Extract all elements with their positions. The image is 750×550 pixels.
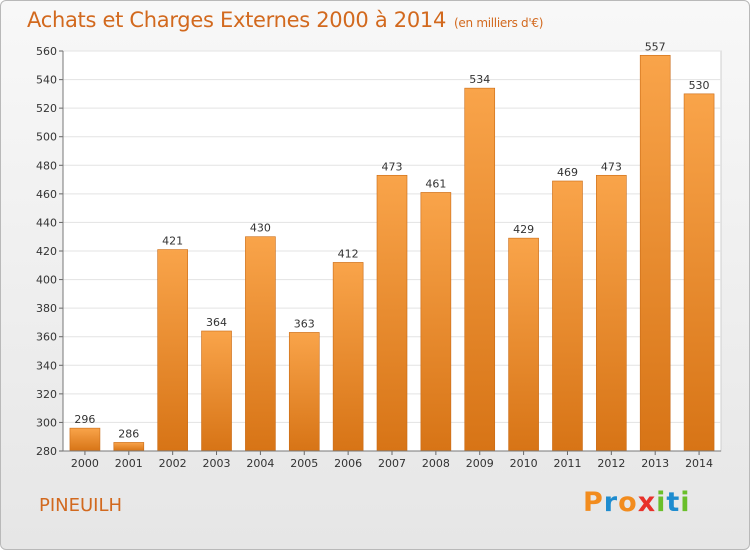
y-tick-label: 560: [36, 45, 57, 58]
logo-letter: o: [618, 487, 638, 518]
y-tick-label: 440: [36, 216, 57, 229]
x-tick-label: 2009: [466, 457, 494, 470]
data-label: 430: [250, 222, 271, 235]
data-label: 461: [425, 177, 446, 190]
data-label: 412: [338, 247, 359, 260]
x-tick-label: 2005: [290, 457, 318, 470]
x-tick-label: 2002: [159, 457, 187, 470]
y-tick-label: 480: [36, 159, 57, 172]
bar-2000: [69, 427, 101, 452]
bar-2003: [201, 330, 232, 452]
data-label: 530: [689, 79, 710, 92]
x-tick-label: 2014: [685, 457, 713, 470]
bar-2007: [376, 174, 408, 452]
y-tick-label: 280: [36, 445, 57, 458]
data-label: 296: [74, 413, 95, 426]
data-label: 473: [382, 160, 403, 173]
logo-letter: P: [583, 487, 604, 518]
data-label: 469: [557, 166, 578, 179]
y-tick-label: 400: [36, 274, 57, 287]
data-label: 421: [162, 235, 183, 248]
chart-unit: (en milliers d'€): [454, 16, 544, 30]
logo-letter: i: [656, 487, 667, 518]
chart-title-text: Achats et Charges Externes 2000 à 2014: [27, 8, 447, 32]
y-tick-label: 320: [36, 388, 57, 401]
bar-2014: [683, 93, 715, 452]
x-tick-label: 2006: [334, 457, 362, 470]
logo-letter: x: [637, 487, 657, 518]
y-tick-label: 420: [36, 245, 57, 258]
bar-2004: [245, 236, 276, 452]
data-label: 286: [118, 427, 139, 440]
bar-2010: [508, 237, 539, 452]
y-tick-label: 360: [36, 331, 57, 344]
x-tick-label: 2000: [71, 457, 99, 470]
logo-letter: t: [666, 487, 681, 518]
x-tick-label: 2011: [553, 457, 581, 470]
bar-2012: [596, 174, 627, 452]
y-tick-label: 460: [36, 188, 57, 201]
logo-letter: r: [603, 487, 619, 518]
commune-name: PINEUILH: [39, 495, 123, 516]
chart-title: Achats et Charges Externes 2000 à 2014 (e…: [27, 8, 543, 32]
y-tick-label: 380: [36, 302, 57, 315]
y-tick-label: 540: [36, 74, 57, 87]
x-tick-label: 2008: [422, 457, 450, 470]
y-tick-label: 500: [36, 131, 57, 144]
x-tick-label: 2012: [597, 457, 625, 470]
bar-2001: [113, 442, 145, 452]
y-tick-label: 340: [36, 359, 57, 372]
data-label: 364: [206, 316, 227, 329]
x-tick-label: 2003: [203, 457, 231, 470]
x-tick-label: 2001: [115, 457, 143, 470]
data-label: 363: [294, 317, 315, 330]
bar-2005: [288, 332, 320, 452]
bar-2011: [552, 180, 583, 452]
data-label: 557: [645, 40, 666, 53]
x-tick-label: 2004: [246, 457, 274, 470]
bar-2009: [464, 87, 496, 452]
x-tick-label: 2007: [378, 457, 406, 470]
bar-2013: [639, 54, 671, 452]
proxiti-logo: Proxiti: [583, 487, 691, 518]
y-tick-label: 300: [36, 416, 57, 429]
x-tick-label: 2013: [641, 457, 669, 470]
x-tick-label: 2010: [510, 457, 538, 470]
logo-letter: i: [680, 487, 691, 518]
y-tick-label: 520: [36, 102, 57, 115]
data-label: 534: [469, 73, 490, 86]
bar-2002: [157, 249, 188, 452]
bar-2008: [420, 192, 452, 452]
bar-2006: [332, 262, 364, 452]
data-label: 429: [513, 223, 534, 236]
data-label: 473: [601, 160, 622, 173]
